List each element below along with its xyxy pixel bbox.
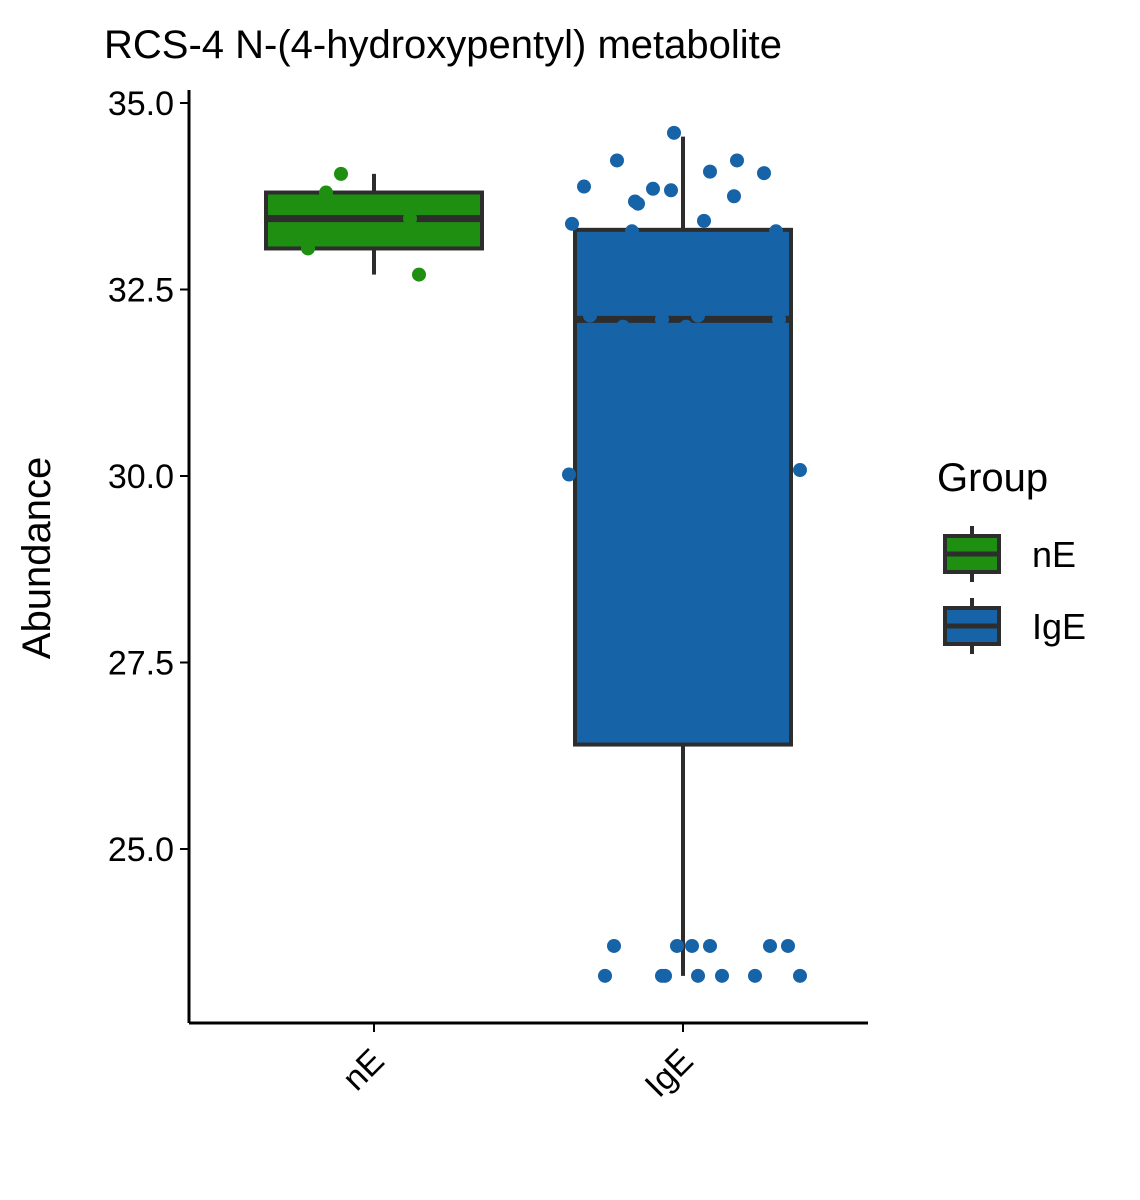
data-point (697, 213, 711, 228)
data-point (703, 164, 717, 179)
data-point (703, 938, 717, 953)
data-point (664, 183, 678, 198)
data-point (583, 308, 597, 323)
y-tick-label: 30.0 (108, 458, 174, 496)
data-point (577, 179, 591, 194)
point-layer (301, 125, 807, 983)
x-tick-label: IgE (638, 1042, 701, 1105)
legend-label: nE (1032, 534, 1076, 575)
legend-label: IgE (1032, 606, 1086, 647)
data-point (598, 968, 612, 983)
data-point (562, 467, 576, 482)
data-point (334, 166, 348, 181)
data-point (772, 312, 786, 327)
data-point (691, 308, 705, 323)
data-point (679, 319, 693, 334)
data-point (616, 319, 630, 334)
data-point (403, 211, 417, 226)
data-point (301, 241, 315, 256)
legend: Group nE IgE (937, 456, 1086, 654)
data-point (748, 968, 762, 983)
data-point (412, 267, 426, 282)
y-tick-label: 25.0 (108, 831, 174, 869)
data-point (772, 231, 786, 246)
data-point (691, 968, 705, 983)
data-point (631, 196, 645, 211)
legend-title: Group (937, 456, 1048, 500)
data-point (565, 216, 579, 231)
y-axis-label: Abundance (15, 457, 59, 659)
data-point (727, 189, 741, 204)
data-point (793, 968, 807, 983)
data-point (625, 224, 639, 239)
data-point (667, 125, 681, 140)
data-point (607, 938, 621, 953)
y-tick-label: 32.5 (108, 272, 174, 310)
x-tick-label: nE (335, 1042, 391, 1098)
data-point (781, 938, 795, 953)
data-point (763, 938, 777, 953)
box-layer (264, 136, 793, 976)
data-point (793, 463, 807, 478)
data-point (319, 185, 333, 200)
legend-entry-IgE: IgE (943, 598, 1086, 654)
data-point (685, 938, 699, 953)
legend-entry-nE: nE (943, 526, 1076, 582)
y-tick-label: 35.0 (108, 85, 174, 123)
box-IgE (573, 227, 793, 747)
data-point (610, 153, 624, 168)
chart-title: RCS-4 N-(4-hydroxypentyl) metabolite (104, 23, 782, 67)
y-tick-label: 27.5 (108, 645, 174, 683)
data-point (658, 968, 672, 983)
data-point (715, 968, 729, 983)
data-point (655, 312, 669, 327)
data-point (730, 153, 744, 168)
data-point (646, 181, 660, 196)
data-point (757, 166, 771, 181)
data-point (670, 938, 684, 953)
